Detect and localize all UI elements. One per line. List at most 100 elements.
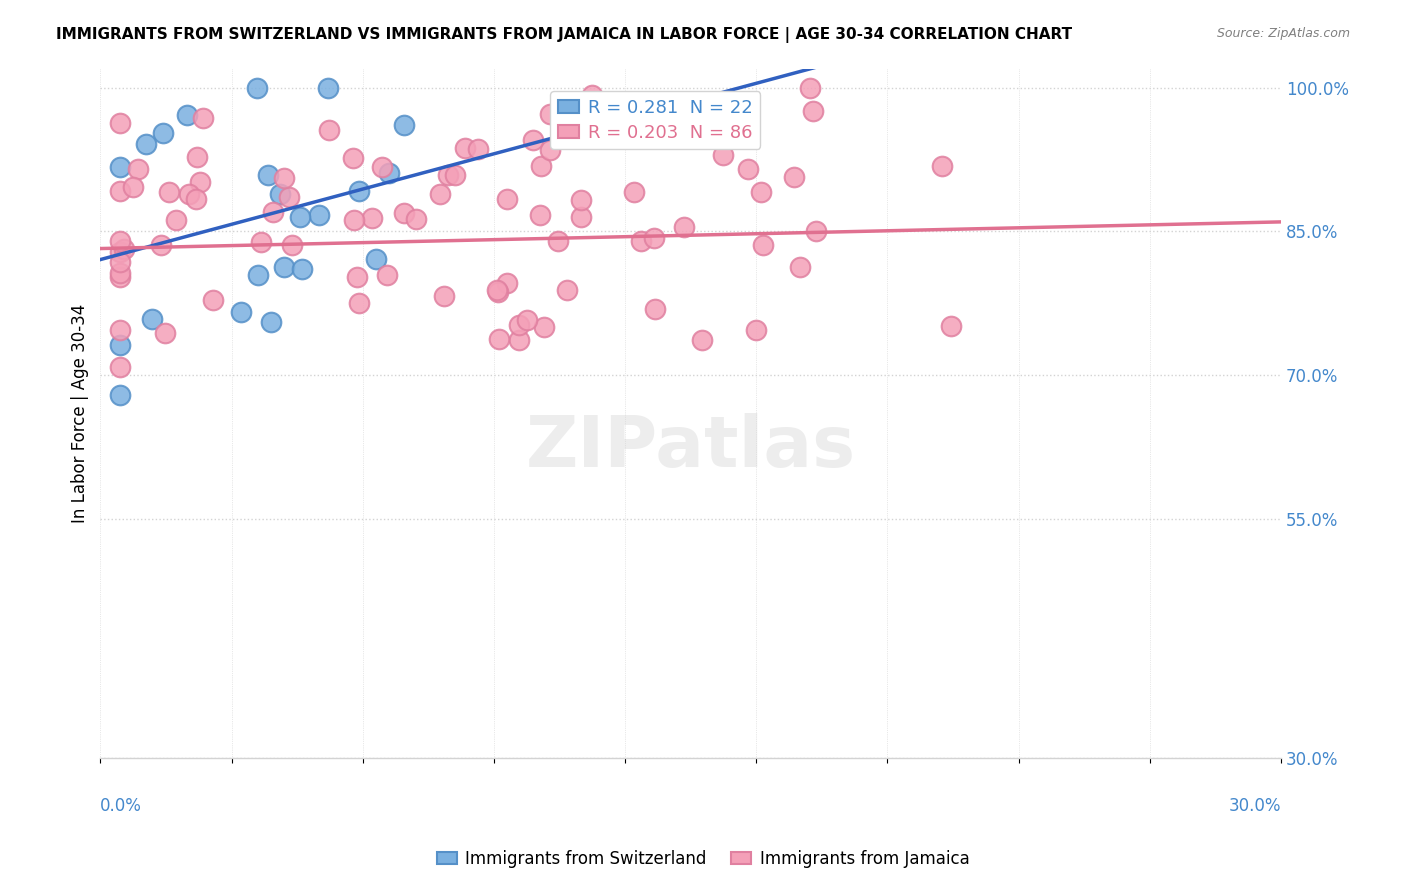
Point: [361, 211, 384, 225]
Point: [467, 142, 489, 156]
Point: [262, 205, 284, 219]
Point: [529, 208, 551, 222]
Point: [508, 334, 530, 348]
Point: [630, 234, 652, 248]
Point: [165, 213, 187, 227]
Point: [375, 268, 398, 282]
Text: 30.0%: 30.0%: [1229, 797, 1281, 814]
Point: [347, 184, 370, 198]
Point: [804, 224, 827, 238]
Point: [508, 318, 530, 332]
Point: [318, 123, 340, 137]
Text: ZIPatlas: ZIPatlas: [526, 414, 856, 483]
Point: [737, 161, 759, 176]
Point: [783, 169, 806, 184]
Point: [108, 270, 131, 285]
Point: [538, 107, 561, 121]
Point: [561, 871, 583, 885]
Point: [273, 171, 295, 186]
Point: [751, 238, 773, 252]
Point: [547, 234, 569, 248]
Point: [121, 180, 143, 194]
Point: [108, 160, 131, 174]
Point: [522, 132, 544, 146]
Point: [801, 103, 824, 118]
Point: [108, 387, 131, 401]
Point: [690, 333, 713, 347]
Point: [643, 231, 665, 245]
Point: [581, 87, 603, 102]
Point: [273, 260, 295, 274]
Point: [176, 108, 198, 122]
Point: [343, 212, 366, 227]
Point: [533, 319, 555, 334]
Point: [939, 318, 962, 333]
Point: [931, 159, 953, 173]
Point: [141, 312, 163, 326]
Point: [486, 283, 509, 297]
Point: [257, 168, 280, 182]
Point: [555, 283, 578, 297]
Point: [371, 160, 394, 174]
Point: [177, 187, 200, 202]
Point: [316, 80, 339, 95]
Point: [486, 285, 509, 299]
Text: 0.0%: 0.0%: [100, 797, 142, 814]
Legend: Immigrants from Switzerland, Immigrants from Jamaica: Immigrants from Switzerland, Immigrants …: [430, 844, 976, 875]
Point: [153, 326, 176, 340]
Point: [108, 338, 131, 352]
Point: [108, 266, 131, 280]
Point: [342, 151, 364, 165]
Point: [269, 187, 291, 202]
Point: [250, 235, 273, 249]
Point: [108, 184, 131, 198]
Point: [108, 234, 131, 248]
Point: [366, 252, 388, 267]
Point: [152, 126, 174, 140]
Point: [246, 80, 269, 95]
Point: [108, 323, 131, 337]
Point: [186, 150, 208, 164]
Point: [114, 243, 136, 257]
Point: [157, 185, 180, 199]
Point: [108, 116, 131, 130]
Point: [433, 289, 456, 303]
Point: [378, 166, 401, 180]
Point: [749, 185, 772, 199]
Point: [392, 206, 415, 220]
Point: [799, 80, 821, 95]
Text: Source: ZipAtlas.com: Source: ZipAtlas.com: [1216, 27, 1350, 40]
Point: [108, 254, 131, 268]
Point: [229, 305, 252, 319]
Point: [437, 169, 460, 183]
Point: [569, 210, 592, 224]
Point: [745, 323, 768, 337]
Point: [516, 313, 538, 327]
Point: [201, 293, 224, 307]
Point: [429, 186, 451, 201]
Point: [290, 210, 312, 224]
Point: [569, 193, 592, 207]
Point: [246, 871, 269, 885]
Point: [496, 192, 519, 206]
Point: [127, 162, 149, 177]
Point: [260, 315, 283, 329]
Point: [789, 260, 811, 274]
Point: [308, 208, 330, 222]
Point: [108, 245, 131, 260]
Point: [495, 277, 517, 291]
Point: [347, 295, 370, 310]
Point: [392, 118, 415, 132]
Point: [405, 212, 427, 227]
Point: [186, 192, 208, 206]
Point: [188, 175, 211, 189]
Text: IMMIGRANTS FROM SWITZERLAND VS IMMIGRANTS FROM JAMAICA IN LABOR FORCE | AGE 30-3: IMMIGRANTS FROM SWITZERLAND VS IMMIGRANT…: [56, 27, 1073, 43]
Point: [135, 136, 157, 151]
Point: [454, 141, 477, 155]
Point: [488, 333, 510, 347]
Point: [281, 238, 304, 252]
Point: [193, 111, 215, 125]
Point: [108, 360, 131, 375]
Point: [711, 148, 734, 162]
Point: [530, 159, 553, 173]
